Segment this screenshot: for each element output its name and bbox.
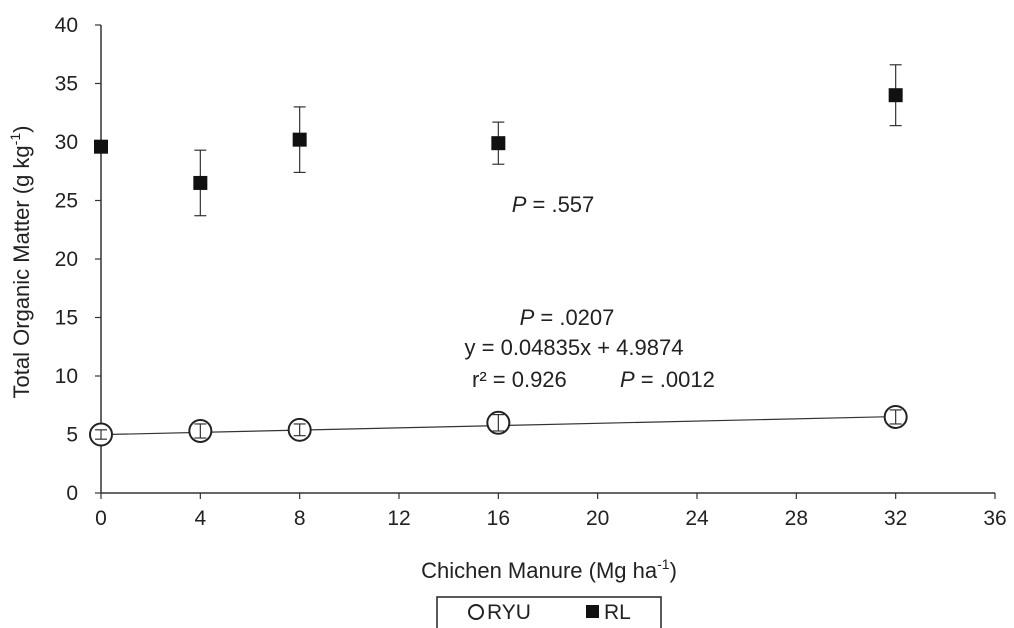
- y-axis-title: Total Organic Matter (g kg-1): [7, 126, 34, 399]
- x-tick-label: 12: [387, 507, 410, 530]
- x-tick-label: 24: [685, 507, 709, 530]
- x-axis-title: Chichen Manure (Mg ha-1): [421, 556, 677, 583]
- y-tick-label: 15: [55, 307, 78, 330]
- rl-point: [94, 139, 108, 154]
- x-tick-label: 36: [983, 507, 1006, 530]
- y-tick-label: 30: [55, 131, 78, 154]
- legend-ryu-marker: [468, 604, 484, 620]
- r-squared-value: r² = 0.926: [472, 367, 567, 392]
- legend-ryu-label: RYU: [487, 601, 531, 624]
- y-ticks: 0 5 10 15 20 25 30 35 40: [55, 14, 101, 505]
- y-tick-label: 10: [55, 365, 78, 388]
- regression-equation: y = 0.04835x + 4.9874: [465, 335, 684, 360]
- legend-rl-label: RL: [604, 601, 631, 624]
- y-tick-label: 35: [55, 73, 78, 96]
- y-tick-label: 40: [55, 14, 78, 37]
- axes: [100, 25, 995, 494]
- series-ryu: [89, 404, 908, 447]
- legend: RYU RL: [436, 596, 662, 628]
- y-tick-label: 20: [55, 248, 78, 271]
- r-squared-p-value: P = .0012: [620, 367, 715, 392]
- rl-point: [888, 88, 903, 103]
- rl-point: [491, 136, 506, 151]
- y-tick-label: 25: [55, 190, 78, 213]
- x-tick-label: 0: [95, 507, 107, 530]
- x-tick-label: 16: [487, 507, 510, 530]
- rl-point: [193, 175, 208, 190]
- series-rl: [94, 64, 903, 217]
- x-tick-label: 32: [884, 507, 907, 530]
- y-tick-label: 0: [66, 482, 78, 505]
- x-tick-label: 20: [586, 507, 609, 530]
- legend-rl-marker: [586, 605, 599, 618]
- y-tick-label: 5: [66, 424, 78, 447]
- x-tick-label: 8: [294, 507, 306, 530]
- ryu-p-value: P = .0207: [520, 305, 615, 330]
- x-ticks: 0 4 8 12 16 20 24 28 32 36: [95, 493, 1007, 530]
- rl-point: [292, 132, 307, 147]
- rl-p-value: P = .557: [512, 192, 595, 217]
- x-tick-label: 4: [194, 507, 206, 530]
- x-tick-label: 28: [785, 507, 808, 530]
